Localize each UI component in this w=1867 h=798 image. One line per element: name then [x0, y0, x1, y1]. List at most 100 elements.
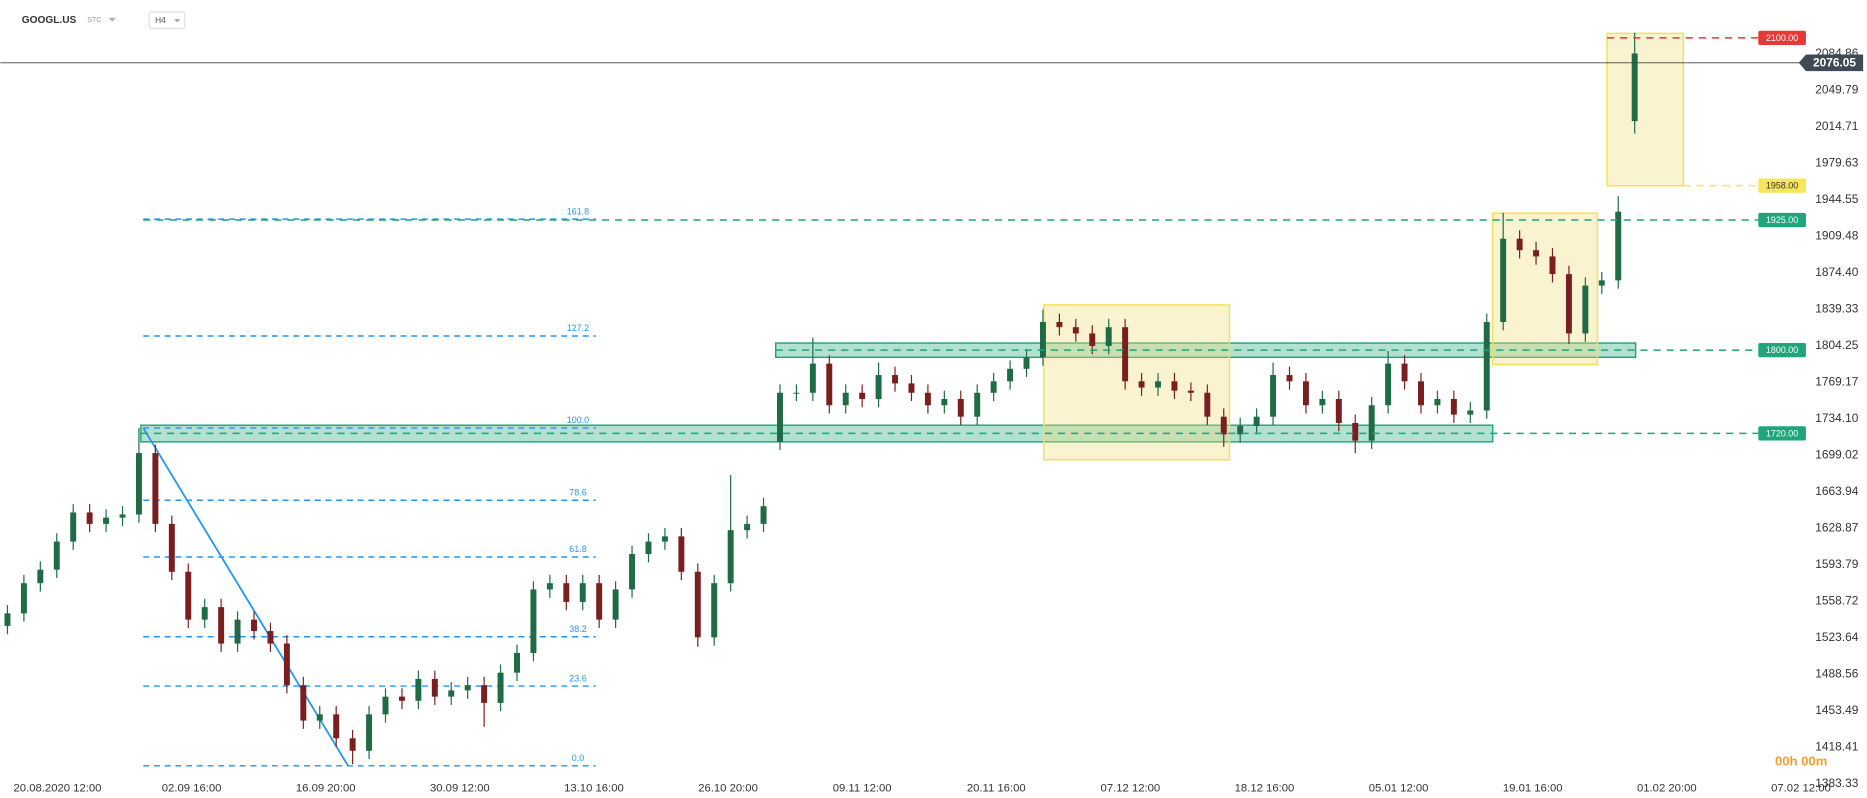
y-tick-label: 1804.25: [1815, 338, 1858, 352]
candle-body: [711, 583, 718, 638]
fib-label: 100.0: [567, 415, 589, 425]
candle-body: [1385, 363, 1392, 406]
y-tick-label: 1418.41: [1815, 739, 1858, 753]
candle-body: [826, 363, 833, 406]
candle-body: [941, 399, 948, 406]
interval[interactable]: H4: [155, 15, 166, 25]
candle-body: [629, 554, 636, 590]
candle-body: [415, 678, 422, 701]
level-tag: [1758, 178, 1806, 193]
candle-body: [1253, 416, 1260, 427]
candle-body: [1368, 405, 1375, 441]
candle-body: [218, 607, 225, 644]
candle-body: [1187, 390, 1194, 393]
y-tick-label: 1628.87: [1815, 520, 1858, 534]
candle-body: [1434, 399, 1441, 406]
dropdown-caret[interactable]: [108, 17, 116, 22]
x-tick-label: 09.11 12:00: [833, 782, 892, 794]
fib-label: 161.8: [567, 206, 589, 216]
candle-body: [875, 375, 882, 399]
candle-body: [1204, 392, 1211, 417]
candle-body: [974, 392, 981, 417]
y-tick-label: 1734.10: [1815, 411, 1858, 425]
candle-body: [1450, 399, 1457, 415]
candle-body: [1122, 327, 1129, 382]
candle-body: [1171, 381, 1178, 391]
candle-body: [744, 523, 751, 531]
candle-body: [596, 583, 603, 620]
y-tick-label: 1909.48: [1815, 228, 1858, 242]
interval-box[interactable]: [148, 11, 186, 30]
candle-body: [1138, 381, 1145, 388]
candle-body: [579, 583, 586, 602]
x-tick-label: 20.11 16:00: [967, 782, 1026, 794]
candle-body: [1072, 327, 1079, 334]
x-tick-label: 19.01 16:00: [1503, 782, 1563, 794]
y-tick-label: 2014.71: [1815, 119, 1858, 133]
level-tag: [1758, 342, 1806, 358]
y-tick-label: 1769.17: [1815, 374, 1858, 388]
candle-body: [251, 619, 257, 632]
candle-body: [37, 569, 44, 584]
candle-body: [1319, 399, 1326, 406]
candle-body: [612, 589, 619, 620]
candle-body: [53, 541, 60, 570]
y-tick-label: 1874.40: [1815, 265, 1858, 279]
candle-body: [300, 685, 307, 721]
level-tag-label: 1720.00: [1766, 428, 1798, 438]
candle-body: [1483, 321, 1490, 411]
candle-body: [448, 690, 455, 697]
x-tick-label: 07.12 12:00: [1101, 782, 1161, 794]
candle-body: [20, 583, 27, 614]
fib-label: 78.6: [569, 487, 586, 497]
candle-body: [119, 514, 126, 518]
x-tick-label: 18.12 16:00: [1235, 782, 1295, 794]
candle-body: [859, 392, 866, 399]
level-tag-label: 2100.00: [1766, 33, 1798, 43]
x-tick-label: 16.09 20:00: [296, 782, 356, 794]
candle-body: [135, 453, 142, 515]
candle-body: [1615, 211, 1622, 281]
candle-body: [185, 571, 192, 620]
candle-body: [694, 571, 701, 638]
highlight-box: [1491, 212, 1599, 366]
candle-body: [1565, 274, 1572, 334]
candle-body: [793, 392, 800, 394]
y-tick-label: 1699.02: [1815, 447, 1858, 461]
highlight-box: [1606, 32, 1684, 187]
candle-body: [366, 714, 373, 751]
candle-body: [678, 536, 685, 572]
candle-body: [1582, 285, 1589, 334]
candle-body: [908, 383, 915, 393]
candle-body: [645, 541, 652, 555]
candle-body: [957, 399, 964, 417]
candle-body: [333, 714, 340, 739]
candle-body: [1007, 368, 1014, 382]
candle-body: [152, 453, 159, 524]
candle-body: [497, 672, 504, 703]
candle-body: [1220, 416, 1227, 435]
candle-body: [1056, 321, 1063, 328]
y-tick-label: 1383.33: [1815, 776, 1858, 790]
y-tick-label: 1593.79: [1815, 557, 1858, 571]
candle-body: [168, 523, 175, 572]
candle-body: [1105, 327, 1112, 346]
y-tick-label: 2049.79: [1815, 82, 1858, 96]
x-tick-label: 26.10 20:00: [698, 782, 758, 794]
symbol[interactable]: GOOGL.US: [22, 15, 77, 26]
x-tick-label: 07.02 12:00: [1771, 782, 1831, 794]
level-tag-label: 1800.00: [1766, 345, 1798, 355]
candle-body: [1533, 250, 1540, 257]
fib-label: 0.0: [572, 753, 584, 763]
candle-body: [1155, 381, 1161, 388]
candle-body: [1467, 410, 1474, 415]
candle-body: [1500, 238, 1507, 322]
market[interactable]: STC: [87, 16, 101, 24]
fib-label: 23.6: [569, 673, 586, 683]
candle-body: [563, 583, 570, 602]
fib-label: 61.8: [569, 544, 586, 554]
dropdown-caret[interactable]: [174, 19, 181, 23]
candle-body: [1237, 426, 1244, 435]
